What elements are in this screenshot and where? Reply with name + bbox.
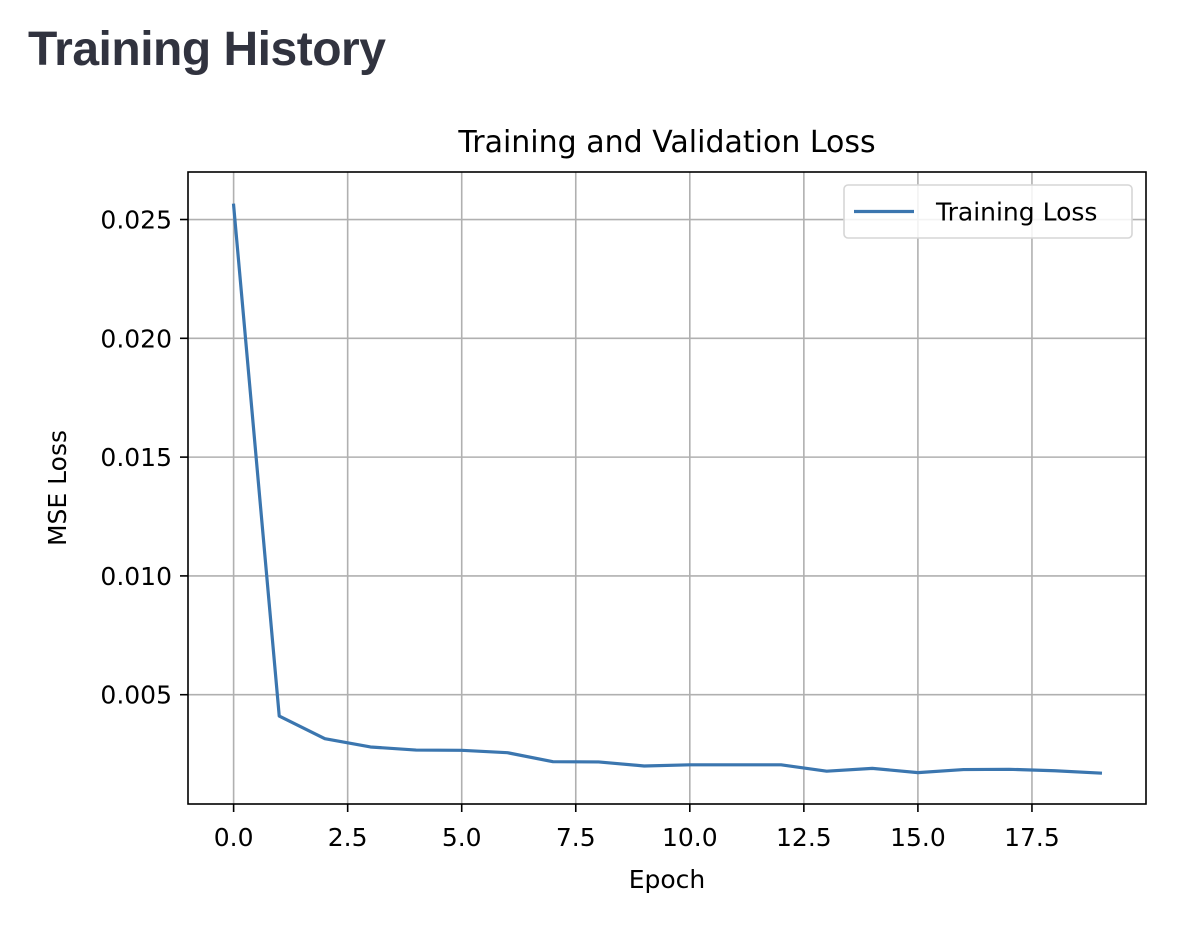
x-tick-label: 7.5 <box>556 823 596 852</box>
y-tick-label: 0.005 <box>100 681 172 710</box>
legend-box <box>843 184 1133 239</box>
x-tick-label: 15.0 <box>890 823 946 852</box>
x-axis-label: Epoch <box>629 865 706 894</box>
y-tick-label: 0.010 <box>100 562 172 591</box>
x-tick-label: 12.5 <box>776 823 832 852</box>
y-axis-label: MSE Loss <box>43 430 72 546</box>
grid-layer <box>188 172 1146 804</box>
page-title: Training History <box>28 23 386 76</box>
chart-title: Training and Validation Loss <box>457 125 875 160</box>
legend: Training Loss <box>843 184 1133 239</box>
plot-frame <box>187 171 1147 805</box>
legend-label: Training Loss <box>935 198 1097 227</box>
x-tick-label: 2.5 <box>328 823 368 852</box>
x-tick-label: 10.0 <box>662 823 718 852</box>
ticks-layer: 0.0 2.5 5.0 7.5 10.0 12.5 15.0 17.5 0.005 0.010 0.… <box>100 206 1059 852</box>
y-tick-label: 0.020 <box>100 324 172 353</box>
y-tick-label: 0.025 <box>100 206 172 235</box>
y-tick-label: 0.015 <box>100 443 172 472</box>
series-layer <box>231 203 1103 775</box>
series-line-0 <box>231 203 1103 775</box>
x-tick-label: 17.5 <box>1004 823 1060 852</box>
x-tick-label: 0.0 <box>214 823 254 852</box>
x-tick-label: 5.0 <box>442 823 482 852</box>
